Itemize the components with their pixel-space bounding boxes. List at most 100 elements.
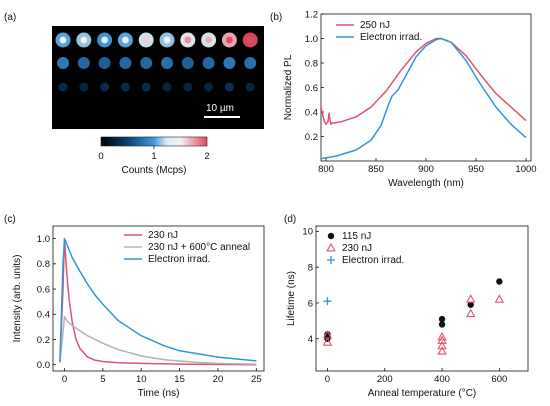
data-point	[465, 308, 476, 318]
emitter-spot-core	[122, 36, 129, 44]
plot-frame	[315, 225, 529, 372]
x-tick-label: 900	[418, 164, 434, 175]
y-tick-label: 0.0	[37, 360, 50, 371]
data-point	[438, 321, 446, 328]
scale-bar-label: 10 µm	[206, 103, 234, 114]
y-tick-label: 6	[308, 298, 313, 309]
y-axis-label: Intensity (arb. units)	[12, 255, 23, 343]
plot-frame	[320, 13, 532, 162]
data-point	[437, 331, 447, 341]
x-axis-label: Anneal temperature (°C)	[368, 388, 477, 399]
emitter-spot	[140, 57, 153, 69]
data-point	[322, 337, 333, 346]
emitter-spot	[58, 82, 68, 92]
x-tick-label: 200	[377, 374, 393, 385]
x-tick-label: 850	[368, 164, 384, 175]
emitter-spot	[223, 57, 236, 69]
x-tick-label: 400	[434, 374, 450, 385]
x-tick-label: 1000	[515, 164, 536, 175]
emitter-spot	[181, 57, 194, 69]
legend-label: Electron irrad.	[342, 255, 404, 266]
emitter-spot-core	[184, 36, 192, 44]
legend-label: 230 nJ	[342, 243, 372, 254]
data-point	[496, 278, 503, 285]
emitter-spot	[244, 57, 257, 69]
legend-label: 115 nJ	[342, 231, 371, 242]
series-line	[321, 37, 527, 126]
emitter-spot-core	[246, 36, 254, 44]
colorbar-tick-label: 0	[98, 151, 103, 162]
legend-label: 230 nJ	[148, 230, 178, 241]
panel-b-label: (b)	[270, 12, 282, 23]
data-point	[324, 333, 331, 341]
data-point	[494, 294, 505, 303]
y-tick-label: 10	[302, 227, 313, 238]
panel-c-plot: 0 5 10 15 20 25 0.0 0.2 0.4 0.6 0.8 1.0 Time (ns) Int…	[12, 225, 265, 399]
series-line	[59, 237, 257, 366]
x-tick-label: 950	[468, 164, 484, 175]
emitter-spot-core	[59, 36, 67, 44]
x-tick-label: 600	[491, 374, 507, 385]
panel-a-label: (a)	[4, 12, 16, 23]
x-axis-label: Time (ns)	[138, 388, 180, 399]
series-line	[59, 237, 257, 363]
emitter-spot	[224, 82, 234, 92]
emitter-spot-core	[226, 36, 233, 44]
x-tick-label: 800	[318, 164, 334, 175]
series-line	[321, 37, 527, 160]
panel-d-label: (d)	[284, 214, 296, 225]
emitter-spot	[98, 57, 111, 69]
legend-label: Electron irrad.	[148, 254, 210, 265]
data-point	[323, 297, 332, 306]
colorbar: 0 1 2 Counts (Mcps)	[98, 136, 210, 176]
data-point	[465, 294, 476, 303]
y-tick-label: 1.0	[305, 34, 318, 45]
emitter-spot	[183, 82, 193, 92]
y-tick-label: 0.2	[305, 132, 318, 143]
colorbar-tick-label: 1	[151, 151, 156, 162]
colorbar-gradient	[100, 136, 208, 147]
emitter-spot	[77, 57, 90, 69]
panel-c-label: (c)	[4, 214, 16, 225]
legend-label: Electron irrad.	[360, 32, 422, 43]
emitter-spot	[162, 82, 172, 92]
legend-label: 230 nJ + 600°C anneal	[148, 242, 250, 253]
y-tick-label: 1.2	[305, 9, 318, 20]
y-tick-label: 4	[308, 334, 313, 345]
panel-d-plot: 0 200 400 600 4 6 8 10 Anneal temperature (°C) Li…	[286, 225, 529, 399]
emitter-spot	[100, 82, 110, 92]
panel-b-plot: 800 850 900 950 1000 0.2 0.4 0.6 0.8 1.0 1.2 Wavele…	[283, 9, 537, 189]
data-point	[438, 315, 446, 323]
x-tick-label: 15	[174, 374, 185, 385]
emitter-spot	[120, 82, 130, 92]
colorbar-tick-label: 2	[204, 151, 209, 162]
x-tick-label: 0	[325, 374, 330, 385]
x-axis-label: Wavelength (nm)	[388, 178, 464, 189]
x-tick-label: 0	[62, 374, 67, 385]
series-line	[59, 316, 257, 365]
x-tick-label: 20	[213, 374, 224, 385]
panel-a-image: 10 µm	[52, 26, 264, 129]
emitter-spot-core	[163, 36, 171, 44]
emitter-spot-core	[80, 36, 88, 44]
emitter-spot	[245, 82, 255, 92]
emitter-spot-core	[101, 36, 108, 44]
emitter-spot	[119, 57, 132, 69]
data-point	[467, 301, 474, 308]
emitter-spot	[141, 82, 151, 92]
y-tick-label: 0.6	[37, 284, 50, 295]
colorbar-label: Counts (Mcps)	[121, 165, 186, 176]
y-tick-label: 0.4	[37, 310, 50, 321]
emitter-spot	[79, 82, 89, 92]
y-tick-label: 0.8	[305, 58, 318, 69]
legend-label: 250 nJ	[360, 20, 390, 31]
plot-frame	[52, 225, 265, 372]
y-tick-label: 1.0	[37, 234, 50, 245]
x-tick-label: 5	[100, 374, 105, 385]
emitter-spot	[204, 82, 214, 92]
data-point	[437, 340, 447, 350]
legend-marker	[327, 256, 335, 264]
y-axis-label: Normalized PL	[283, 54, 294, 120]
legend-marker	[327, 232, 335, 240]
emitter-spot	[57, 57, 69, 69]
